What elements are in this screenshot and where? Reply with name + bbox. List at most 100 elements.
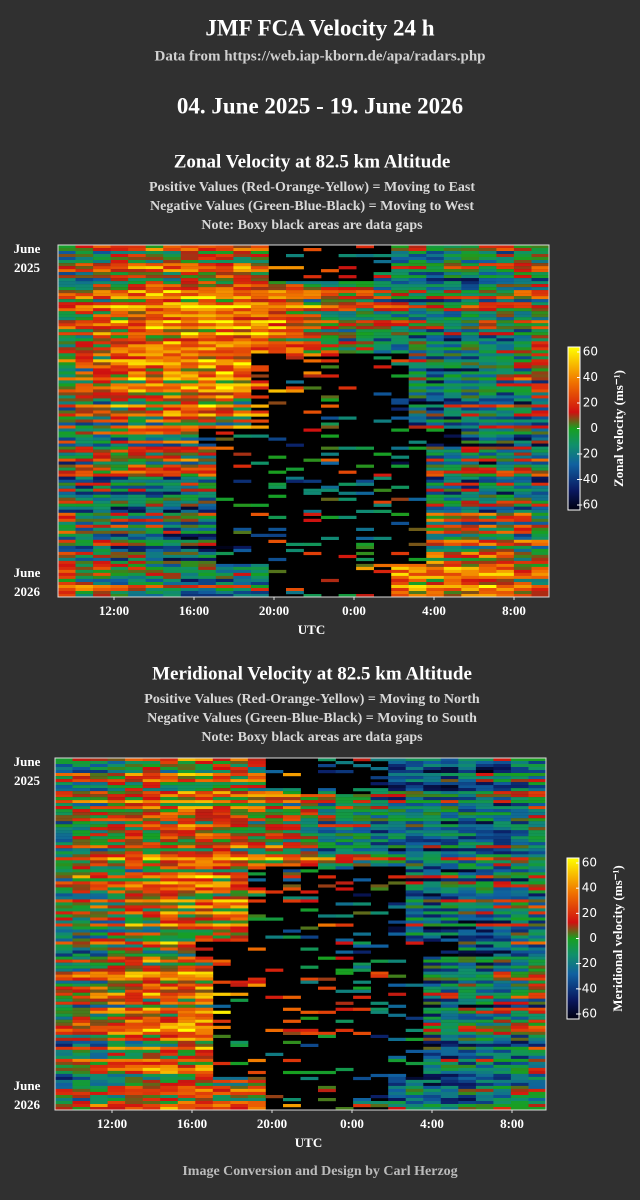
- heatmap-cell: [461, 260, 480, 264]
- heatmap-cell: [303, 284, 322, 288]
- heatmap-cell: [373, 284, 392, 288]
- heatmap-cell: [107, 1022, 126, 1026]
- heatmap-cell: [198, 314, 217, 318]
- heatmap-cell: [163, 461, 182, 465]
- heatmap-cell: [93, 260, 111, 264]
- heatmap-cell: [423, 794, 442, 798]
- heatmap-cell: [405, 806, 424, 810]
- heatmap-cell: [145, 353, 164, 357]
- heatmap-cell: [177, 911, 196, 915]
- panel-title: Meridional Velocity at 82.5 km Altitude: [152, 663, 472, 684]
- heatmap-cell: [247, 1091, 266, 1096]
- heatmap-cell: [408, 278, 427, 282]
- heatmap-cell: [195, 1082, 214, 1087]
- heatmap-cell: [496, 413, 515, 417]
- heatmap-cell: [128, 419, 146, 423]
- heatmap-cell: [265, 818, 284, 822]
- heatmap-cell: [72, 1001, 91, 1005]
- heatmap-cell: [107, 869, 126, 873]
- heatmap-cell: [58, 404, 76, 408]
- heatmap-cell: [93, 548, 111, 553]
- heatmap-cell: [338, 329, 357, 333]
- heatmap-cell: [461, 488, 480, 492]
- heatmap-cell: [125, 926, 143, 930]
- heatmap-cell: [391, 455, 410, 459]
- heatmap-cell: [300, 818, 319, 822]
- heatmap-cell: [125, 845, 143, 849]
- heatmap-cell: [475, 989, 494, 993]
- heatmap-cell: [198, 524, 217, 528]
- heatmap-cell: [230, 842, 249, 846]
- heatmap-cell: [163, 281, 182, 285]
- heatmap-cell: [510, 998, 529, 1002]
- heatmap-cell: [426, 518, 445, 522]
- heatmap-cell: [177, 1095, 196, 1099]
- heatmap-cell: [423, 779, 442, 783]
- heatmap-cell: [177, 1058, 196, 1063]
- heatmap-cell: [177, 914, 196, 918]
- heatmap-cell: [93, 527, 111, 531]
- heatmap-cell: [391, 257, 410, 261]
- heatmap-cell: [440, 986, 459, 990]
- heatmap-cell: [353, 893, 371, 897]
- heatmap-cell: [423, 764, 442, 768]
- heatmap-cell: [496, 284, 515, 288]
- heatmap-cell: [160, 767, 179, 771]
- heatmap-cell: [195, 986, 214, 990]
- heatmap-cell: [510, 869, 529, 873]
- heatmap-cell: [93, 569, 111, 574]
- heatmap-cell: [110, 428, 129, 432]
- heatmap-cell: [195, 761, 214, 765]
- heatmap-cell: [163, 464, 182, 468]
- heatmap-cell: [528, 1040, 547, 1044]
- heatmap-cell: [356, 284, 374, 288]
- heatmap-cell: [107, 806, 126, 810]
- heatmap-cell: [268, 401, 287, 405]
- heatmap-cell: [163, 401, 182, 405]
- heatmap-cell: [423, 986, 442, 990]
- heatmap-cell: [180, 314, 199, 318]
- heatmap-cell: [55, 896, 73, 900]
- colorbar-tick-label: 20: [583, 396, 598, 410]
- heatmap-cell: [458, 869, 477, 873]
- heatmap-cell: [142, 1037, 161, 1041]
- heatmap-cell: [198, 470, 217, 474]
- heatmap-cell: [458, 1034, 477, 1038]
- heatmap-cell: [423, 776, 442, 780]
- heatmap-cell: [478, 452, 497, 456]
- heatmap-cell: [513, 515, 532, 519]
- heatmap-cell: [250, 254, 269, 258]
- heatmap-cell: [475, 1064, 494, 1069]
- heatmap-cell: [247, 917, 266, 921]
- heatmap-cell: [230, 896, 249, 900]
- heatmap-cell: [163, 575, 182, 580]
- page-title: JMF FCA Velocity 24 h: [205, 15, 434, 40]
- heatmap-cell: [93, 245, 111, 249]
- heatmap-cell: [58, 377, 76, 381]
- heatmap-cell: [426, 311, 445, 315]
- heatmap-cell: [58, 359, 76, 363]
- heatmap-cell: [195, 830, 214, 834]
- heatmap-cell: [145, 578, 164, 583]
- heatmap-cell: [110, 332, 129, 336]
- heatmap-cell: [475, 917, 494, 921]
- heatmap-cell: [145, 446, 164, 450]
- heatmap-cell: [163, 362, 182, 366]
- heatmap-cell: [75, 443, 94, 447]
- heatmap-cell: [408, 287, 427, 291]
- heatmap-cell: [55, 809, 73, 813]
- heatmap-cell: [461, 509, 480, 513]
- heatmap-cell: [163, 344, 182, 348]
- heatmap-cell: [177, 989, 196, 993]
- heatmap-cell: [110, 308, 129, 312]
- heatmap-cell: [300, 863, 319, 867]
- panel-note: Note: Boxy black areas are data gaps: [201, 218, 423, 233]
- heatmap-cell: [475, 779, 494, 783]
- heatmap-cell: [493, 872, 512, 876]
- heatmap-cell: [145, 281, 164, 285]
- heatmap-cell: [90, 935, 108, 939]
- heatmap-cell: [531, 437, 550, 441]
- heatmap-cell: [128, 533, 146, 537]
- heatmap-cell: [461, 281, 480, 285]
- heatmap-cell: [528, 1007, 547, 1011]
